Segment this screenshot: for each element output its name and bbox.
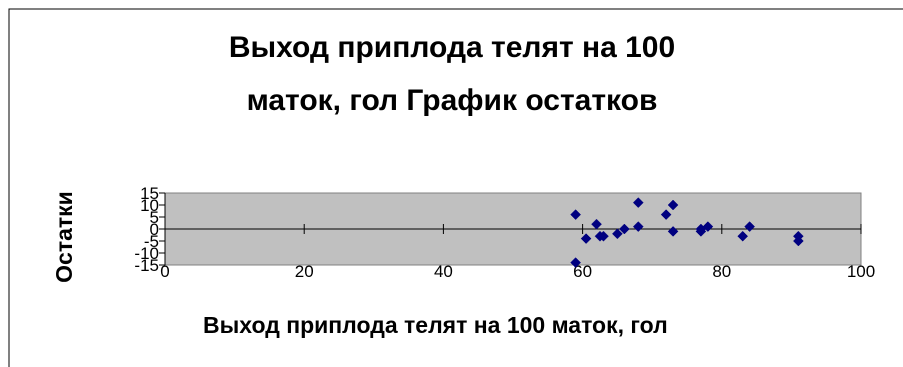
data-point: [695, 226, 707, 237]
y-tick-label: -10: [134, 244, 159, 263]
data-point: [598, 230, 609, 242]
x-tick-label: 20: [295, 262, 314, 281]
x-tick-label: 60: [573, 262, 592, 281]
data-point: [737, 230, 749, 242]
data-point: [619, 223, 630, 235]
data-point: [667, 226, 679, 237]
x-tick-label: 40: [434, 262, 453, 281]
data-point: [632, 221, 644, 232]
x-axis-title: Выход приплода телят на 100 маток, гол: [203, 312, 668, 338]
data-point: [570, 257, 581, 268]
x-tick-label: 100: [847, 262, 875, 281]
y-tick-label: 5: [150, 208, 159, 227]
chart-title-line-1: Выход приплода телят на 100: [229, 31, 675, 64]
data-point: [793, 235, 804, 247]
y-tick-label: 15: [140, 184, 159, 203]
y-axis-title: Остатки: [51, 191, 77, 283]
data-point: [744, 221, 755, 232]
axes: [159, 192, 862, 266]
y-tick-label: -15: [134, 256, 159, 275]
chart-title-line-2: маток, гол График остатков: [247, 84, 658, 117]
data-point: [660, 209, 672, 220]
data-point: [667, 199, 679, 211]
data-point: [580, 233, 592, 244]
y-tick-label: 10: [140, 196, 159, 215]
data-point: [632, 197, 644, 208]
data-point: [591, 218, 602, 230]
y-tick-label: -5: [144, 232, 159, 251]
data-point: [570, 209, 581, 220]
chart-border: [8, 8, 903, 367]
x-tick-label: 80: [712, 262, 731, 281]
data-point: [612, 228, 623, 240]
y-tick-label: 0: [150, 220, 159, 239]
data-points: [570, 197, 804, 268]
x-tick-label: 0: [160, 262, 169, 281]
data-point: [702, 221, 714, 232]
